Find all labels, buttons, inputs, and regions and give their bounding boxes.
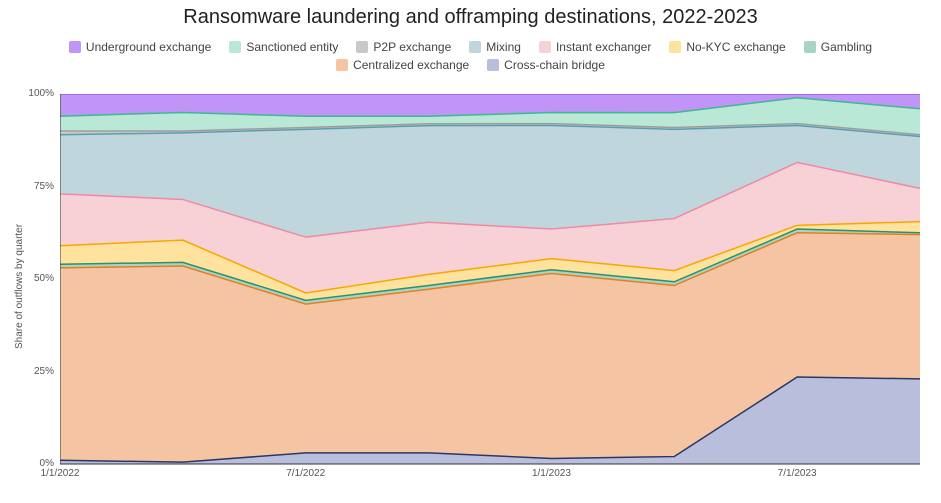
legend-swatch [469,41,481,53]
legend-item-underground-exchange: Underground exchange [69,40,211,54]
y-tick-label: 100% [22,88,54,99]
legend-swatch [336,59,348,71]
legend-label: No-KYC exchange [686,40,785,54]
x-tick-label: 7/1/2023 [778,468,817,479]
x-tick-label: 7/1/2022 [286,468,325,479]
legend-swatch [229,41,241,53]
stacked-area-chart: Ransomware laundering and offramping des… [0,0,941,503]
legend-label: Gambling [821,40,872,54]
y-tick-label: 25% [22,366,54,377]
legend-item-mixing: Mixing [469,40,521,54]
legend-item-no-kyc-exchange: No-KYC exchange [669,40,785,54]
legend-item-sanctioned-entity: Sanctioned entity [229,40,338,54]
x-tick-label: 1/1/2022 [41,468,80,479]
y-tick-label: 75% [22,181,54,192]
y-tick-label: 50% [22,273,54,284]
plot-area [60,94,920,484]
legend-swatch [539,41,551,53]
x-tick-label: 1/1/2023 [532,468,571,479]
legend-item-p2p-exchange: P2P exchange [356,40,451,54]
legend-swatch [669,41,681,53]
legend-item-centralized-exchange: Centralized exchange [336,58,469,72]
legend-item-gambling: Gambling [804,40,872,54]
legend-label: Cross-chain bridge [504,58,605,72]
legend-label: Centralized exchange [353,58,469,72]
legend-item-instant-exchanger: Instant exchanger [539,40,651,54]
chart-legend: Underground exchange Sanctioned entity P2P… [0,40,941,76]
chart-title: Ransomware laundering and offramping des… [0,6,941,29]
legend-label: P2P exchange [373,40,451,54]
legend-label: Mixing [486,40,521,54]
legend-label: Underground exchange [86,40,211,54]
legend-swatch [69,41,81,53]
y-axis-label: Share of outflows by quarter [14,224,25,349]
legend-label: Instant exchanger [556,40,651,54]
legend-swatch [356,41,368,53]
legend-item-cross-chain-bridge: Cross-chain bridge [487,58,605,72]
legend-label: Sanctioned entity [246,40,338,54]
legend-swatch [804,41,816,53]
legend-swatch [487,59,499,71]
